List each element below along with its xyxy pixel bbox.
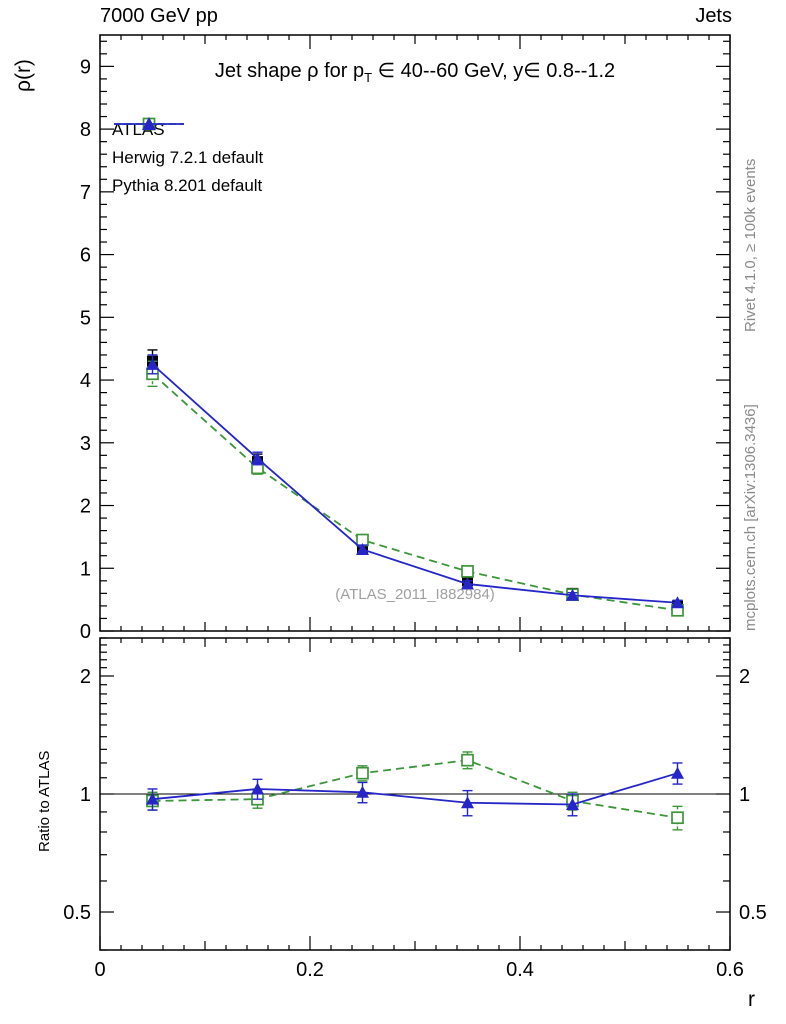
legend-marker — [142, 117, 156, 130]
y-tick-label: 9 — [80, 56, 91, 78]
y-tick-label: 2 — [80, 496, 91, 518]
plot-title-text-post: ∈ 40--60 GeV, y∈ 0.8--1.2 — [372, 60, 616, 82]
y-tick-label: 2 — [739, 666, 750, 688]
data-point-marker — [671, 766, 684, 779]
main-y-tick-labels: 0 1 2 3 4 5 6 7 8 9 — [80, 56, 91, 643]
mcplots-reference-label: mcplots.cern.ch [arXiv:1306.3436] — [742, 404, 759, 631]
data-point-marker — [356, 766, 369, 780]
x-tick-label: 0.2 — [296, 959, 324, 981]
plot-title: Jet shape ρ for pT ∈ 40--60 GeV, y∈ 0.8-… — [100, 58, 730, 85]
data-point-marker — [671, 811, 684, 825]
data-point-marker — [146, 357, 159, 370]
y-tick-label: 5 — [80, 307, 91, 329]
data-point-marker — [566, 798, 579, 811]
y-tick-label: 3 — [80, 433, 91, 455]
y-tick-label: 0.5 — [739, 902, 767, 924]
y-tick-label: 2 — [80, 666, 91, 688]
data-point-marker — [461, 796, 474, 809]
main-series-herwig — [146, 360, 684, 617]
main-y-axis-label: ρ(r) — [12, 59, 35, 92]
y-tick-label: 8 — [80, 119, 91, 141]
y-tick-label: 6 — [80, 245, 91, 267]
y-tick-label: 7 — [80, 182, 91, 204]
legend-item-herwig: Herwig 7.2.1 default — [112, 117, 264, 172]
y-tick-label: 4 — [80, 370, 91, 392]
data-point-marker — [461, 565, 474, 578]
data-point-marker — [356, 542, 369, 555]
data-point-marker — [356, 785, 369, 798]
ratio-series-herwig — [146, 751, 684, 831]
plot-title-text: Jet shape ρ for p — [214, 60, 365, 82]
legend-item-pythia: Pythia 8.201 default — [112, 117, 263, 200]
analysis-id-watermark: (ATLAS_2011_I882984) — [335, 586, 495, 603]
x-tick-labels: 0 0.2 0.4 0.6 — [94, 959, 743, 981]
data-point-marker — [146, 792, 159, 805]
data-point-marker — [671, 596, 684, 609]
plot-title-subscript: T — [364, 70, 373, 85]
series-line — [151, 373, 678, 612]
x-tick-label: 0 — [94, 959, 105, 981]
main-series-pythia — [146, 354, 684, 609]
x-tick-label: 0.4 — [506, 959, 534, 981]
series-line — [151, 363, 678, 604]
series-line — [152, 759, 678, 819]
rivet-version-label: Rivet 4.1.0, ≥ 100k events — [742, 158, 759, 332]
y-tick-label: 1 — [80, 784, 91, 806]
ratio-y-tick-labels: 0.5 0.5 1 1 2 2 — [63, 666, 767, 924]
series-line — [152, 772, 678, 806]
main-panel-ticks — [99, 35, 731, 632]
process-label: Jets — [695, 5, 732, 27]
legend-label: Herwig 7.2.1 default — [112, 148, 264, 167]
plot-header: 7000 GeV pp Jets — [100, 5, 732, 28]
data-point-marker — [461, 577, 474, 590]
x-tick-label: 0.6 — [716, 959, 744, 981]
y-tick-label: 0.5 — [63, 902, 91, 924]
beam-energy-label: 7000 GeV pp — [100, 5, 218, 27]
main-series-atlas — [147, 349, 683, 612]
y-tick-label: 1 — [80, 558, 91, 580]
data-point-marker — [461, 753, 474, 767]
y-tick-label: 1 — [739, 784, 750, 806]
legend-label: Pythia 8.201 default — [112, 176, 263, 195]
legend: ATLAS Herwig 7.2.1 default Pythia 8.201 … — [112, 116, 263, 200]
y-tick-label: 0 — [80, 621, 91, 643]
ratio-y-axis-label: Ratio to ATLAS — [36, 750, 53, 852]
data-point-marker — [251, 782, 264, 795]
pythia-marker-icon — [114, 117, 184, 130]
x-axis-label: r — [748, 988, 755, 1011]
data-point-marker — [251, 451, 264, 464]
data-point-marker — [566, 588, 579, 601]
ratio-series-pythia — [146, 762, 684, 817]
